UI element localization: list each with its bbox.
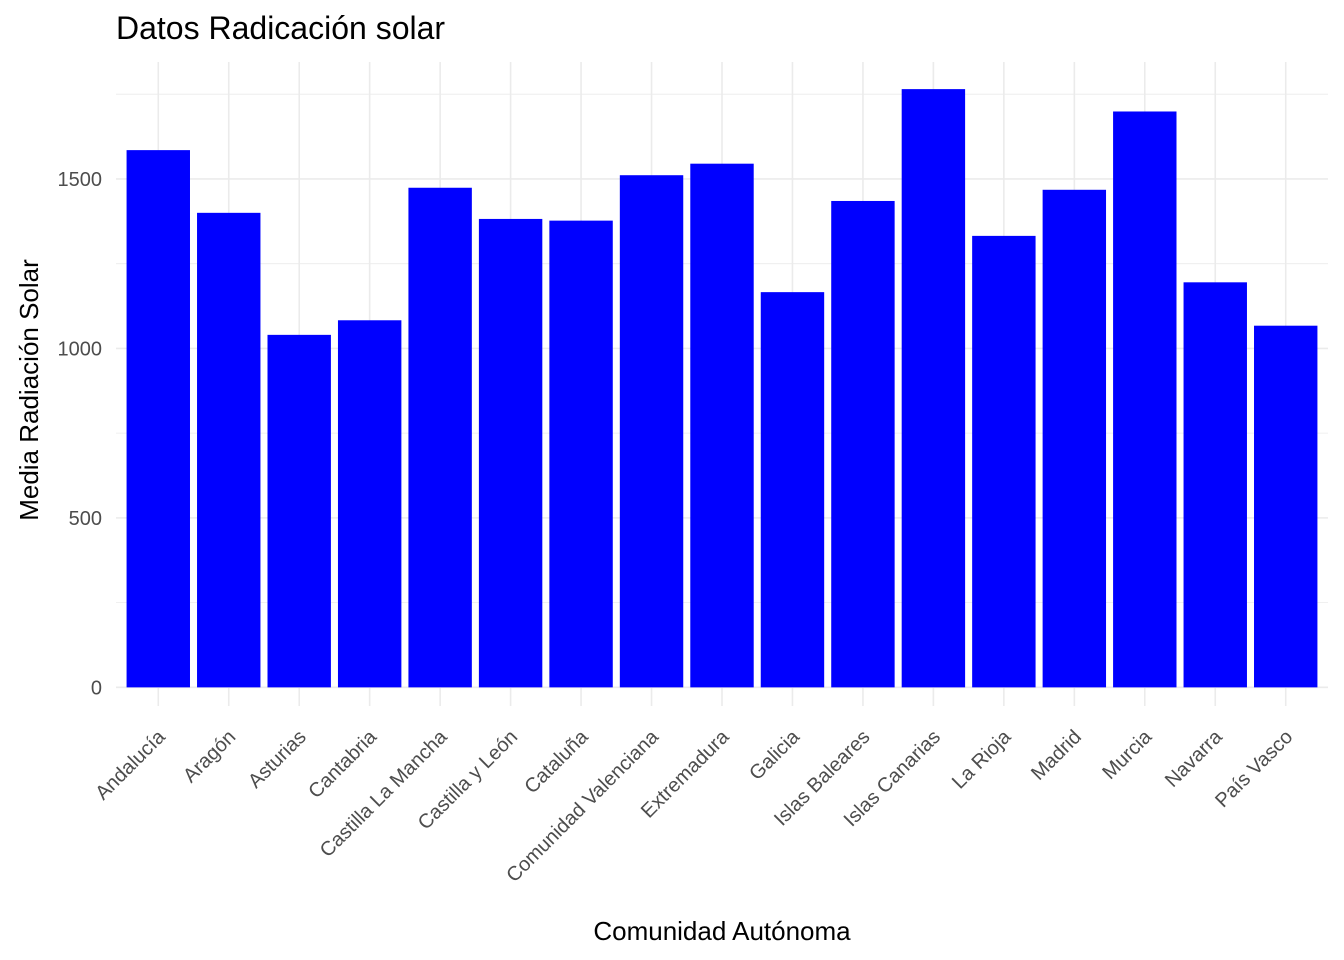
y-axis-title: Media Radiación Solar	[14, 259, 44, 521]
x-tick-label: Murcia	[1098, 725, 1157, 784]
x-tick-label: Asturias	[244, 726, 311, 793]
bar	[408, 187, 472, 688]
bar	[197, 212, 261, 688]
y-tick-label: 0	[91, 677, 102, 699]
bar	[690, 163, 754, 688]
bar	[549, 220, 613, 688]
bar	[619, 175, 684, 688]
x-tick-label: Navarra	[1161, 725, 1227, 791]
bar	[126, 150, 190, 688]
x-tick-label: Aragón	[179, 726, 240, 787]
bar	[1113, 111, 1177, 688]
bar	[478, 218, 543, 688]
bar	[901, 89, 966, 688]
bar	[1254, 325, 1318, 688]
x-tick-label: Madrid	[1027, 726, 1086, 785]
bar	[267, 334, 331, 688]
bar	[972, 235, 1036, 688]
x-tick-label: Andalucía	[91, 725, 170, 804]
x-tick-label: La Rioja	[948, 725, 1016, 793]
bar	[831, 200, 895, 688]
x-tick-label: Galicia	[745, 725, 804, 784]
bar	[760, 292, 825, 688]
x-axis-title: Comunidad Autónoma	[593, 916, 851, 946]
bar	[1183, 282, 1247, 688]
y-axis-ticks: 0 500 1000 1500	[58, 169, 103, 699]
y-tick-label: 500	[69, 508, 102, 530]
bar	[1042, 189, 1107, 688]
y-tick-label: 1500	[58, 169, 103, 191]
x-tick-label: Cataluña	[520, 725, 593, 798]
y-tick-label: 1000	[58, 338, 103, 360]
chart-title: Datos Radicación solar	[116, 10, 446, 46]
bar	[337, 320, 402, 688]
bar-layer	[126, 89, 1318, 688]
x-axis-ticks: Andalucía Aragón AsturiasCantabriaCastilla…	[91, 725, 1297, 886]
x-tick-label: Castilla La Mancha	[316, 725, 452, 861]
